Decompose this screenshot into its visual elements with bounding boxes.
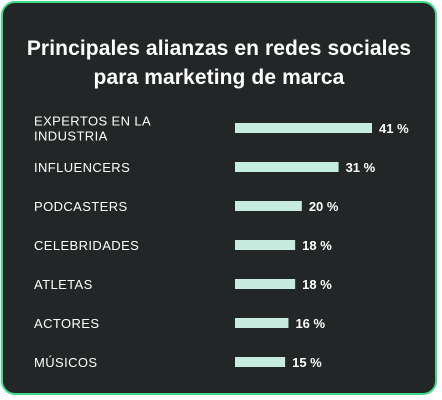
bar-musicos	[235, 357, 286, 367]
category-label-influencers: INFLUENCERS	[34, 160, 130, 175]
category-label-musicos: MÚSICOS	[34, 355, 97, 370]
chart-card: Principales alianzas en redes sociales p…	[1, 1, 437, 395]
value-label-influencers: 31 %	[346, 160, 376, 175]
value-label-atletas: 18 %	[302, 277, 332, 292]
category-label-expertos-en-la-industria: EXPERTOS EN LA INDUSTRIA	[34, 114, 151, 144]
value-label-podcasters: 20 %	[309, 199, 339, 214]
bar-celebridades	[235, 240, 296, 250]
category-label-atletas: ATLETAS	[34, 277, 93, 292]
value-label-actores: 16 %	[295, 316, 325, 331]
value-label-musicos: 15 %	[292, 355, 322, 370]
category-label-actores: ACTORES	[34, 316, 99, 331]
bar-chart: EXPERTOS EN LA INDUSTRIA 41 % INFLUENCERS 31…	[34, 114, 409, 371]
bar-atletas	[235, 279, 296, 289]
bar-actores	[235, 318, 289, 328]
category-label-celebridades: CELEBRIDADES	[34, 238, 139, 253]
bar-influencers	[235, 162, 339, 172]
bar-podcasters	[235, 201, 302, 211]
bar-expertos-en-la-industria	[235, 123, 372, 133]
chart-title: Principales alianzas en redes sociales p…	[26, 37, 412, 89]
value-label-expertos-en-la-industria: 41 %	[379, 121, 409, 136]
value-label-celebridades: 18 %	[302, 238, 332, 253]
category-label-podcasters: PODCASTERS	[34, 199, 128, 214]
